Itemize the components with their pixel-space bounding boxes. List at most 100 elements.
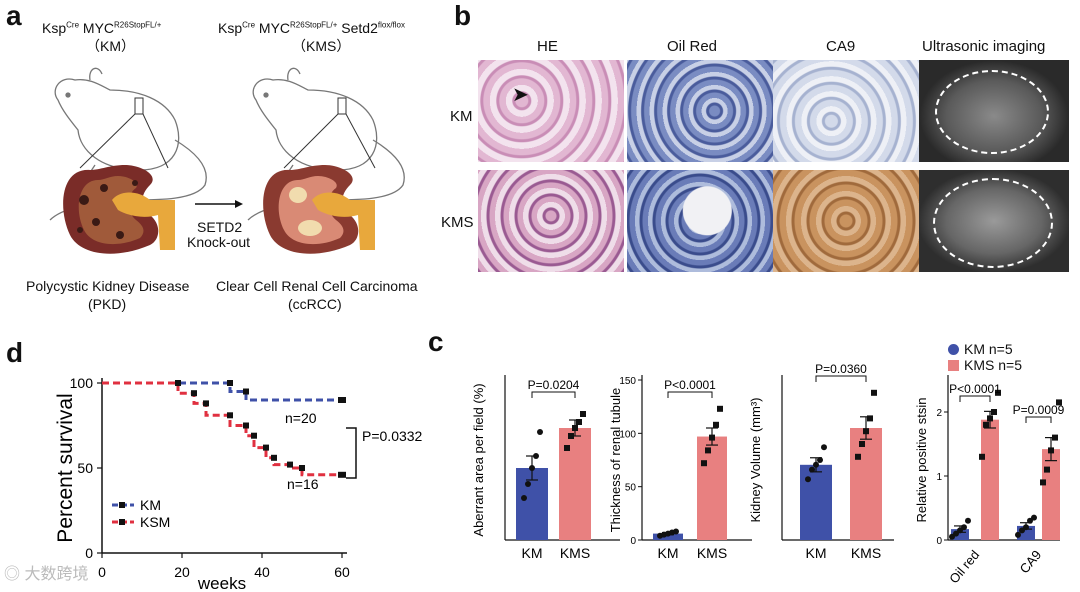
kms-genotype: KspCre MYCR26StopFL/+ Setd2flox/flox	[218, 20, 405, 36]
y-tick-label: 0	[936, 536, 942, 547]
kms-abbrev: （KMS）	[292, 38, 351, 54]
legend-marker	[119, 502, 125, 508]
col-header-he: HE	[537, 38, 558, 55]
pvalue-label: P<0.0001	[949, 382, 1001, 396]
censor-mark	[263, 444, 269, 451]
panel-a-illustration	[49, 67, 405, 254]
he-kms-image	[478, 170, 624, 272]
ccrcc-abbrev: (ccRCC)	[288, 296, 342, 312]
legend-kms-swatch	[948, 359, 959, 371]
legend-label-km: KM	[140, 497, 161, 513]
data-point	[805, 476, 811, 483]
ccrcc-kidney-icon	[263, 165, 375, 254]
bar	[653, 533, 683, 540]
pvalue-bracket	[346, 427, 357, 479]
y-tick-label: 50	[77, 460, 93, 476]
arrow-label-line1: SETD2	[197, 219, 243, 235]
panel-a-label: a	[6, 0, 22, 31]
bar-chart-aberrant: Aberrant area per field (%) KM KMS P=0.0204	[471, 375, 620, 561]
bar	[981, 419, 999, 540]
data-point	[957, 527, 963, 534]
survival-chart: 0 50 100 0 20 40 60 weeks Percent survival n=20 n=…	[54, 375, 423, 592]
data-point	[709, 434, 715, 441]
censor-mark	[251, 432, 257, 439]
data-point	[995, 389, 1001, 396]
y-axis-label: Relative positive stsin	[914, 398, 929, 523]
censor-mark	[203, 400, 209, 407]
y-tick-label: 0	[630, 536, 636, 547]
survival-line-ksm	[102, 381, 342, 477]
km-genotype: KspCre MYCR26StopFL/+	[42, 20, 162, 36]
data-point	[1044, 466, 1050, 473]
pvalue-bracket	[815, 375, 867, 382]
legend-km-swatch	[948, 343, 959, 355]
data-point	[521, 495, 527, 501]
legend-km-label: KM n=5	[964, 341, 1013, 357]
data-point	[580, 411, 586, 417]
bar	[800, 464, 832, 540]
category-label: Oil red	[946, 547, 982, 586]
censor-mark	[191, 390, 197, 397]
x-tick-label: 20	[174, 564, 190, 580]
data-point	[1023, 524, 1029, 531]
col-header-ca9: CA9	[826, 38, 856, 55]
bar	[559, 428, 591, 540]
category-label: KMS	[851, 545, 881, 561]
data-point	[533, 453, 539, 459]
km-n-label: n=20	[285, 410, 317, 426]
y-tick-label: 100	[619, 429, 636, 440]
category-label: KM	[522, 545, 543, 561]
data-point	[855, 453, 861, 460]
y-axis-label: Percent survival	[54, 393, 77, 542]
category-label: CA9	[1017, 547, 1045, 576]
category-label: KM	[658, 545, 679, 561]
y-tick-label: 1	[936, 472, 942, 483]
kidney-outline	[935, 70, 1049, 154]
ultrasound-kms-image	[919, 170, 1069, 272]
ksm-n-label: n=16	[287, 476, 319, 492]
censor-mark	[175, 380, 181, 386]
censor-mark	[243, 388, 249, 395]
pvalue-bracket	[531, 391, 576, 398]
category-label: KM	[806, 545, 827, 561]
data-point	[1040, 479, 1046, 486]
data-point	[1019, 527, 1025, 534]
x-tick-label: 0	[98, 564, 106, 580]
censor-mark	[338, 471, 346, 478]
pkd-abbrev: (PKD)	[88, 296, 127, 312]
data-point	[871, 389, 877, 396]
y-tick-label: 100	[70, 375, 94, 391]
category-label: KMS	[560, 545, 590, 561]
row-label-km: KM	[450, 108, 473, 125]
data-point	[867, 415, 873, 422]
ca9-km-image	[773, 60, 919, 162]
data-point	[817, 457, 823, 463]
ultrasound-km-image	[919, 60, 1069, 162]
data-point	[953, 530, 959, 537]
data-point	[717, 405, 723, 412]
censor-mark	[227, 380, 233, 386]
data-point	[991, 409, 997, 415]
data-point	[983, 421, 989, 428]
survival-line-km	[102, 381, 342, 402]
bar	[697, 436, 727, 540]
data-point	[673, 528, 679, 535]
y-axis-label: Thickness of renal tubule	[608, 388, 623, 533]
data-point	[701, 460, 707, 467]
data-point	[809, 466, 815, 473]
censor-mark	[338, 397, 346, 403]
kidney-outline	[933, 178, 1053, 268]
y-tick-label: 0	[85, 545, 93, 561]
bar-chart-volume: Kidney Volume (mm³) KM KMS P=0.0360	[748, 362, 894, 561]
data-point	[1052, 434, 1058, 441]
data-point	[961, 524, 967, 531]
data-point	[987, 415, 993, 422]
censor-mark	[287, 461, 293, 468]
data-point	[965, 517, 971, 524]
y-tick-label: 150	[619, 376, 636, 387]
y-tick-label: 50	[625, 483, 637, 494]
data-point	[564, 445, 570, 451]
data-point	[1056, 399, 1062, 406]
data-point	[576, 419, 582, 425]
legend-kms-label: KMS n=5	[964, 357, 1022, 373]
